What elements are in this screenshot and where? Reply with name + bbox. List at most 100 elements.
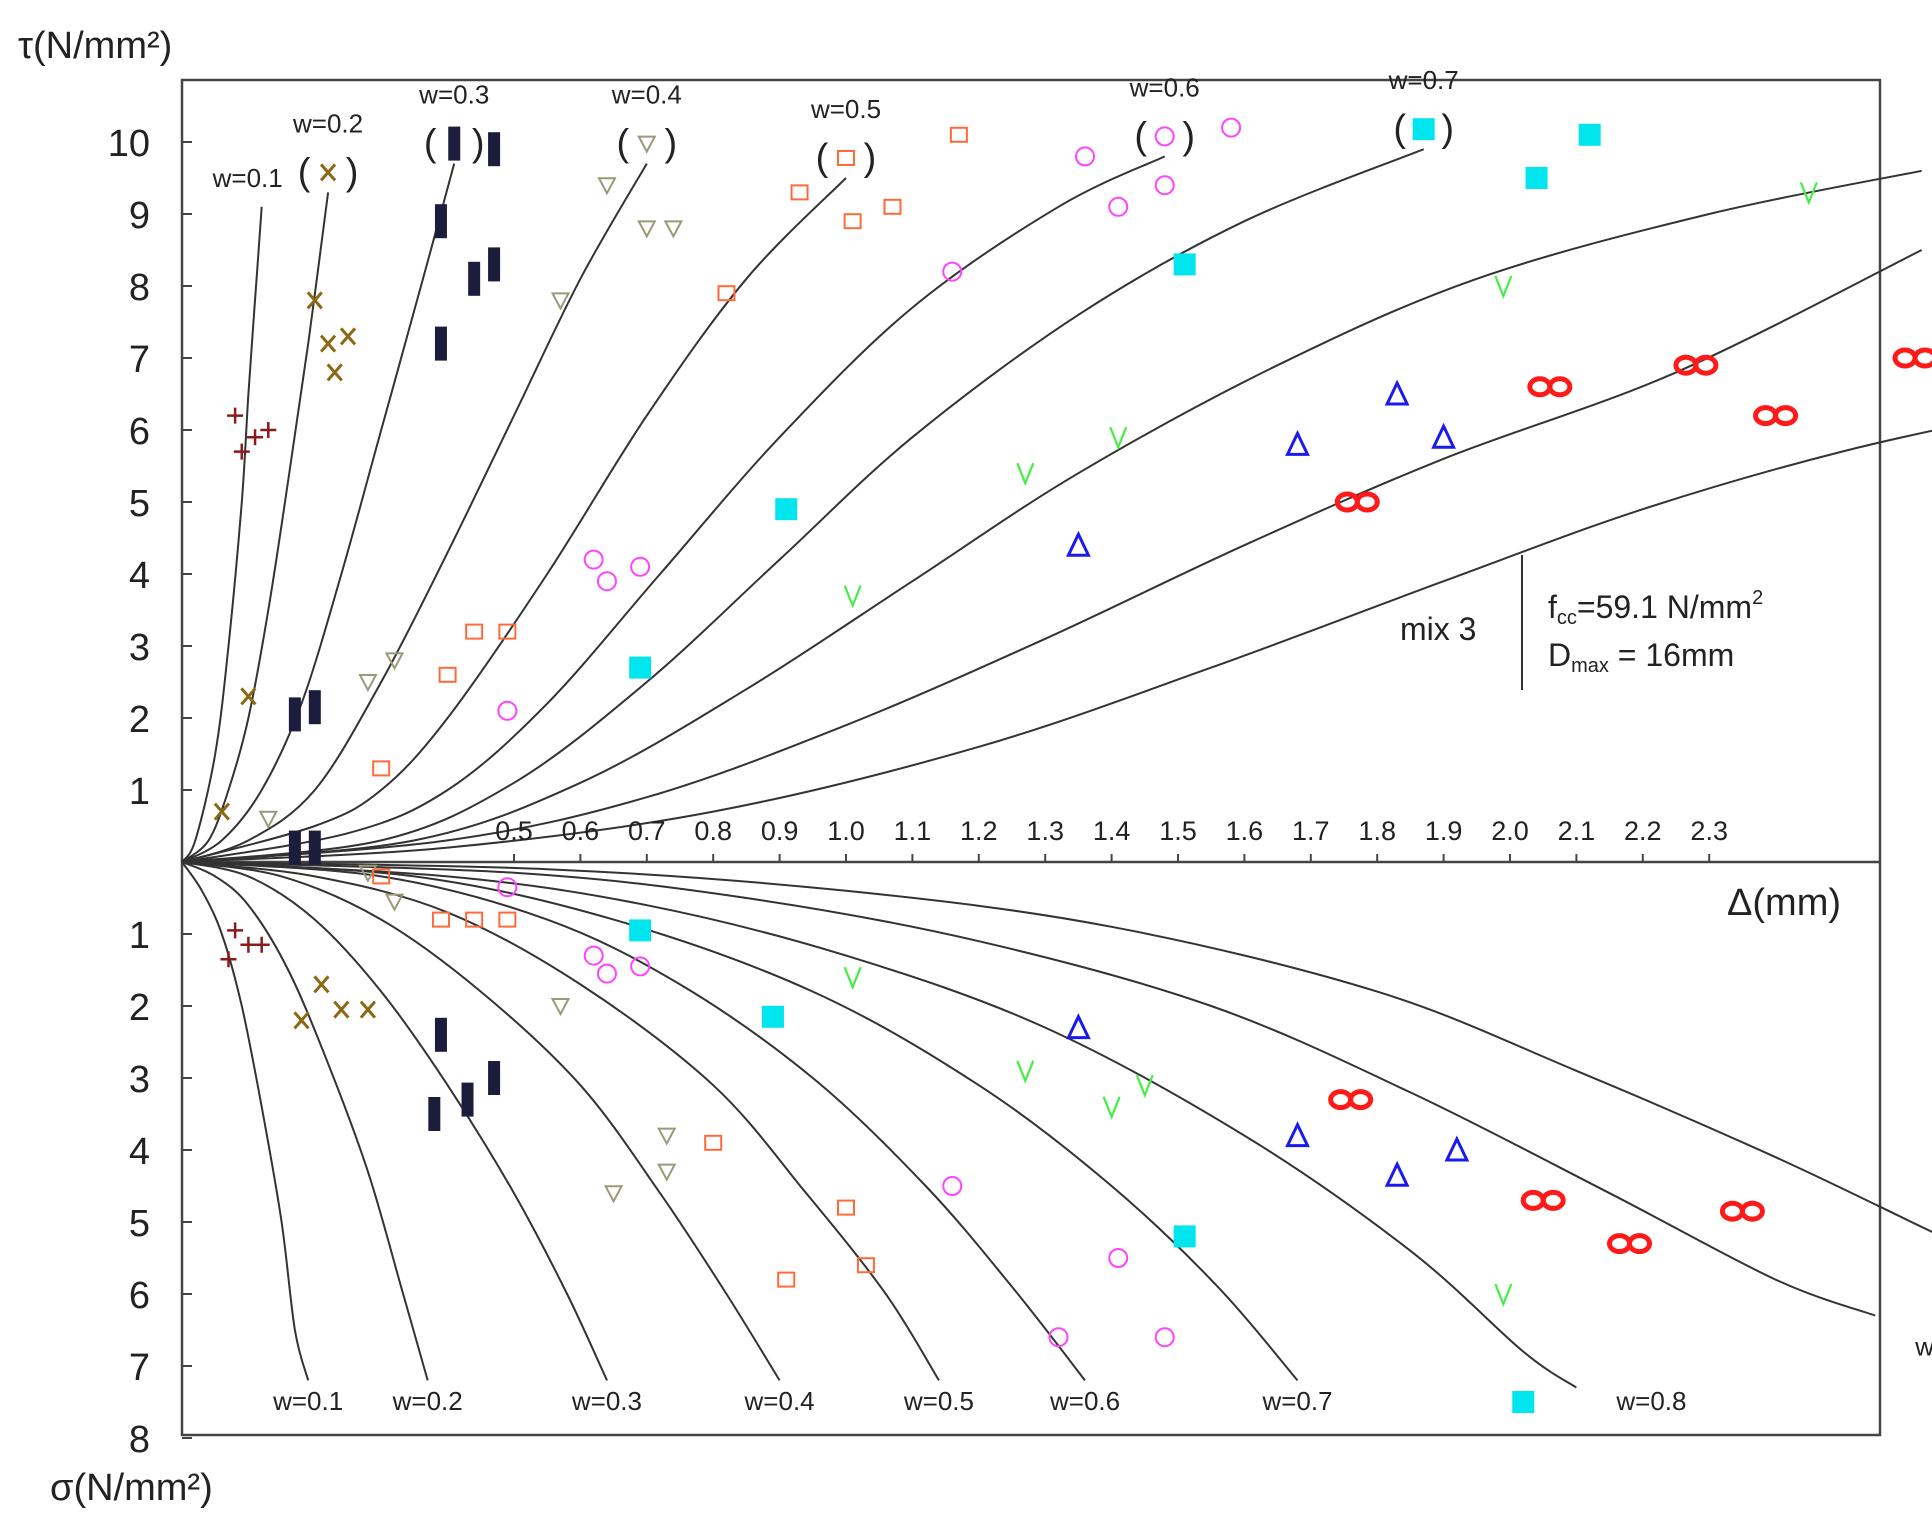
tau-point-w0-4-1 (358, 674, 378, 693)
sigma-point-w0-5-3 (498, 911, 517, 928)
sigma-tick-label-3: 3 (129, 1059, 150, 1101)
sigma-point-w0-9-0 (1066, 1013, 1091, 1040)
tau-point-w0-5-1-shape (438, 666, 457, 683)
sigma-point-w0-5-4-shape (704, 1134, 723, 1151)
tau-point-w1-0-1-shape-left (1527, 376, 1553, 398)
tau-curve-w0-3 (181, 163, 456, 863)
tau-point-w0-3-5-shape (488, 247, 501, 282)
x-tick-label-1.3: 1.3 (1026, 816, 1064, 846)
sigma-point-w0-6-6-shape (1108, 1248, 1129, 1268)
sigma-point-w0-2-2-shape (333, 1000, 350, 1019)
legend-paren-right-w0-7: ) (1441, 108, 1454, 150)
tau-point-w0-9-0 (1066, 530, 1091, 557)
sigma-curve-label-w0-1: w=0.1 (272, 1386, 343, 1416)
sigma-point-w0-6-2-shape (596, 963, 617, 984)
sigma-point-w0-6-6 (1108, 1248, 1129, 1268)
tau-point-w0-8-3 (1494, 275, 1513, 299)
legend-glyph-w0-5 (837, 150, 855, 166)
sigma-point-w0-1-0-shape (220, 951, 237, 968)
sigma-point-w0-8-4 (1494, 1283, 1513, 1307)
tau-tick-label-2: 2 (129, 699, 150, 741)
sigma-point-w1-0-1-shape-right (1540, 1189, 1566, 1211)
tau-point-w0-6-2-shape (596, 571, 617, 592)
tau-point-w0-6-1-shape (583, 549, 604, 570)
sigma-point-w0-5-5 (777, 1271, 796, 1288)
tau-point-w0-2-0-shape (213, 802, 230, 821)
tau-point-w0-7-2-shape (1173, 253, 1196, 276)
mix-annotation: mix 3 fcc=59.1 N/mm2 Dmax = 16mm (1400, 555, 1763, 690)
tau-point-w0-3-0-shape (288, 697, 301, 732)
tau-point-w0-8-1 (1016, 462, 1035, 487)
sigma-tick-label-4: 4 (129, 1131, 150, 1173)
sigma-point-w0-4-4 (657, 1127, 677, 1146)
tau-point-w0-7-1 (775, 498, 798, 521)
tau-tick-label-7: 7 (129, 339, 150, 381)
tau-point-w0-7-0-shape (629, 656, 652, 679)
tau-curve-w0-9 (181, 249, 1923, 863)
tau-point-w0-2-2 (306, 291, 323, 310)
x-tick-label-2.2: 2.2 (1624, 816, 1662, 846)
tau-point-w0-6-8-shape (1221, 117, 1242, 138)
sigma-point-w0-5-7-shape (856, 1257, 875, 1274)
tau-curve-w0-7 (181, 148, 1425, 863)
sigma-point-w1-0-2-shape-right (1627, 1233, 1653, 1255)
legend-glyph-w0-6 (1154, 126, 1175, 147)
sigma-point-w0-5-6-shape (837, 1199, 855, 1216)
sigma-point-w0-5-2-shape (465, 911, 484, 928)
tau-point-w0-5-7 (883, 198, 902, 215)
tau-point-w0-3-3 (434, 326, 447, 361)
sigma-point-w0-7-0 (629, 919, 652, 942)
tau-point-w0-3-1-shape (308, 690, 321, 725)
x-tick-label-1.1: 1.1 (894, 816, 932, 846)
sigma-point-w0-4-4-shape (657, 1127, 677, 1146)
sigma-point-w0-6-5 (1048, 1327, 1069, 1348)
tau-point-w1-0-0-shape-right (1354, 491, 1380, 513)
tau-point-w0-2-3-shape (319, 334, 337, 353)
tau-point-w0-5-3-shape (498, 623, 517, 640)
tau-point-w0-6-0 (497, 700, 518, 721)
tick-layer: 0.5 0.6 0.7 0.8 0.9 1.0 1.1 1.2 1.3 1.4 1.5 1.6 1.7 1… (108, 123, 1728, 1461)
tau-point-w0-2-4-shape (339, 327, 357, 346)
legend-glyph-w0-3-shape (448, 126, 461, 161)
tau-point-w0-1-1 (233, 443, 250, 460)
tau-point-w0-2-5-shape (326, 363, 343, 382)
tau-point-w0-7-4 (1578, 123, 1601, 146)
sigma-point-w0-1-3-shape (253, 936, 270, 953)
tau-point-w0-9-0-shape (1066, 530, 1091, 557)
tau-point-w0-4-0-shape (258, 810, 278, 829)
tau-point-w0-1-0 (227, 407, 244, 424)
tau-point-w0-5-7-shape (883, 198, 902, 215)
legend-glyph-w0-5-shape (837, 150, 855, 166)
sigma-point-w0-7-2-shape (1173, 1225, 1196, 1248)
legend-glyph-w0-7 (1412, 118, 1435, 141)
sigma-point-w0-6-4 (942, 1176, 963, 1196)
sigma-curve-w0-9 (181, 861, 1876, 1317)
legend-glyph-w0-4-shape (637, 135, 657, 154)
tau-point-w0-8-2 (1109, 426, 1128, 451)
tau-point-w0-5-6 (843, 213, 862, 230)
plot-frame (180, 78, 1882, 1437)
tau-curve-label-w0-7: w=0.7 (1388, 65, 1459, 95)
tau-point-w0-3-6 (488, 132, 501, 167)
sigma-point-w0-4-2 (550, 998, 571, 1017)
sigma-point-w1-0-0-shape-left (1328, 1089, 1354, 1111)
tau-curve-label-w0-2: w=0.2 (292, 108, 363, 138)
legend-paren-left-w0-4: ( (616, 123, 629, 165)
legend-paren-right-w0-4: ) (664, 123, 677, 165)
legend-paren-left-w0-2: ( (298, 151, 311, 193)
tau-curve-w0-1 (181, 206, 263, 863)
x-tick-label-1.5: 1.5 (1159, 816, 1197, 846)
tau-point-w0-6-3 (630, 556, 651, 577)
sigma-point-w0-8-1-shape (1016, 1060, 1035, 1084)
sigma-point-w0-8-4-shape (1494, 1283, 1513, 1307)
tau-point-w0-2-1 (240, 687, 257, 706)
sigma-point-w0-5-3-shape (498, 911, 517, 928)
tau-point-w1-0-4 (1892, 347, 1932, 369)
sigma-point-w0-6-7-shape (1154, 1327, 1175, 1348)
tau-point-w0-6-7-shape (1154, 175, 1175, 196)
tau-point-w0-8-4-shape (1799, 181, 1818, 206)
y-axis-label-sigma: σ(N/mm²) (50, 1467, 213, 1509)
tau-point-w0-3-5 (488, 247, 501, 282)
tau-point-w0-4-2-shape (384, 652, 405, 671)
sigma-point-w0-4-1-shape (384, 893, 405, 912)
